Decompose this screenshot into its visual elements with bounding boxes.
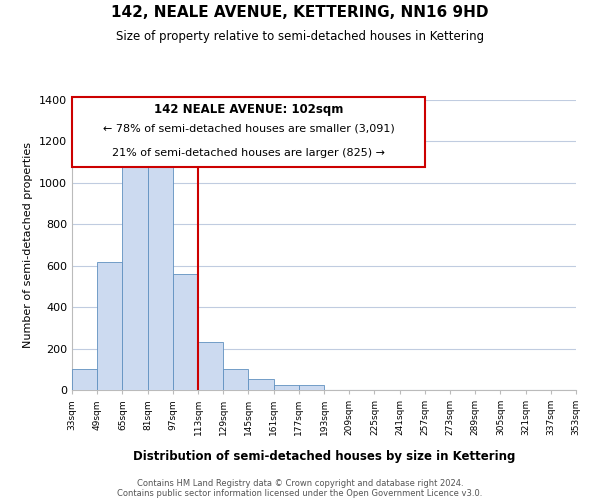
- Text: ← 78% of semi-detached houses are smaller (3,091): ← 78% of semi-detached houses are smalle…: [103, 124, 394, 134]
- Y-axis label: Number of semi-detached properties: Number of semi-detached properties: [23, 142, 34, 348]
- Text: Contains public sector information licensed under the Open Government Licence v3: Contains public sector information licen…: [118, 488, 482, 498]
- Bar: [148, 156, 173, 390]
- Bar: [223, 370, 248, 390]
- Bar: [299, 386, 324, 390]
- Text: 142 NEALE AVENUE: 102sqm: 142 NEALE AVENUE: 102sqm: [154, 103, 343, 116]
- Bar: [198, 342, 223, 390]
- Bar: [274, 385, 299, 390]
- Bar: [122, 156, 148, 390]
- FancyBboxPatch shape: [72, 97, 425, 166]
- Bar: [248, 379, 274, 390]
- Text: Contains HM Land Registry data © Crown copyright and database right 2024.: Contains HM Land Registry data © Crown c…: [137, 478, 463, 488]
- Bar: [173, 274, 198, 390]
- Text: Size of property relative to semi-detached houses in Kettering: Size of property relative to semi-detach…: [116, 30, 484, 43]
- Text: 21% of semi-detached houses are larger (825) →: 21% of semi-detached houses are larger (…: [112, 148, 385, 158]
- Bar: [72, 370, 97, 390]
- Text: Distribution of semi-detached houses by size in Kettering: Distribution of semi-detached houses by …: [133, 450, 515, 463]
- Text: 142, NEALE AVENUE, KETTERING, NN16 9HD: 142, NEALE AVENUE, KETTERING, NN16 9HD: [111, 5, 489, 20]
- Bar: [97, 262, 122, 390]
